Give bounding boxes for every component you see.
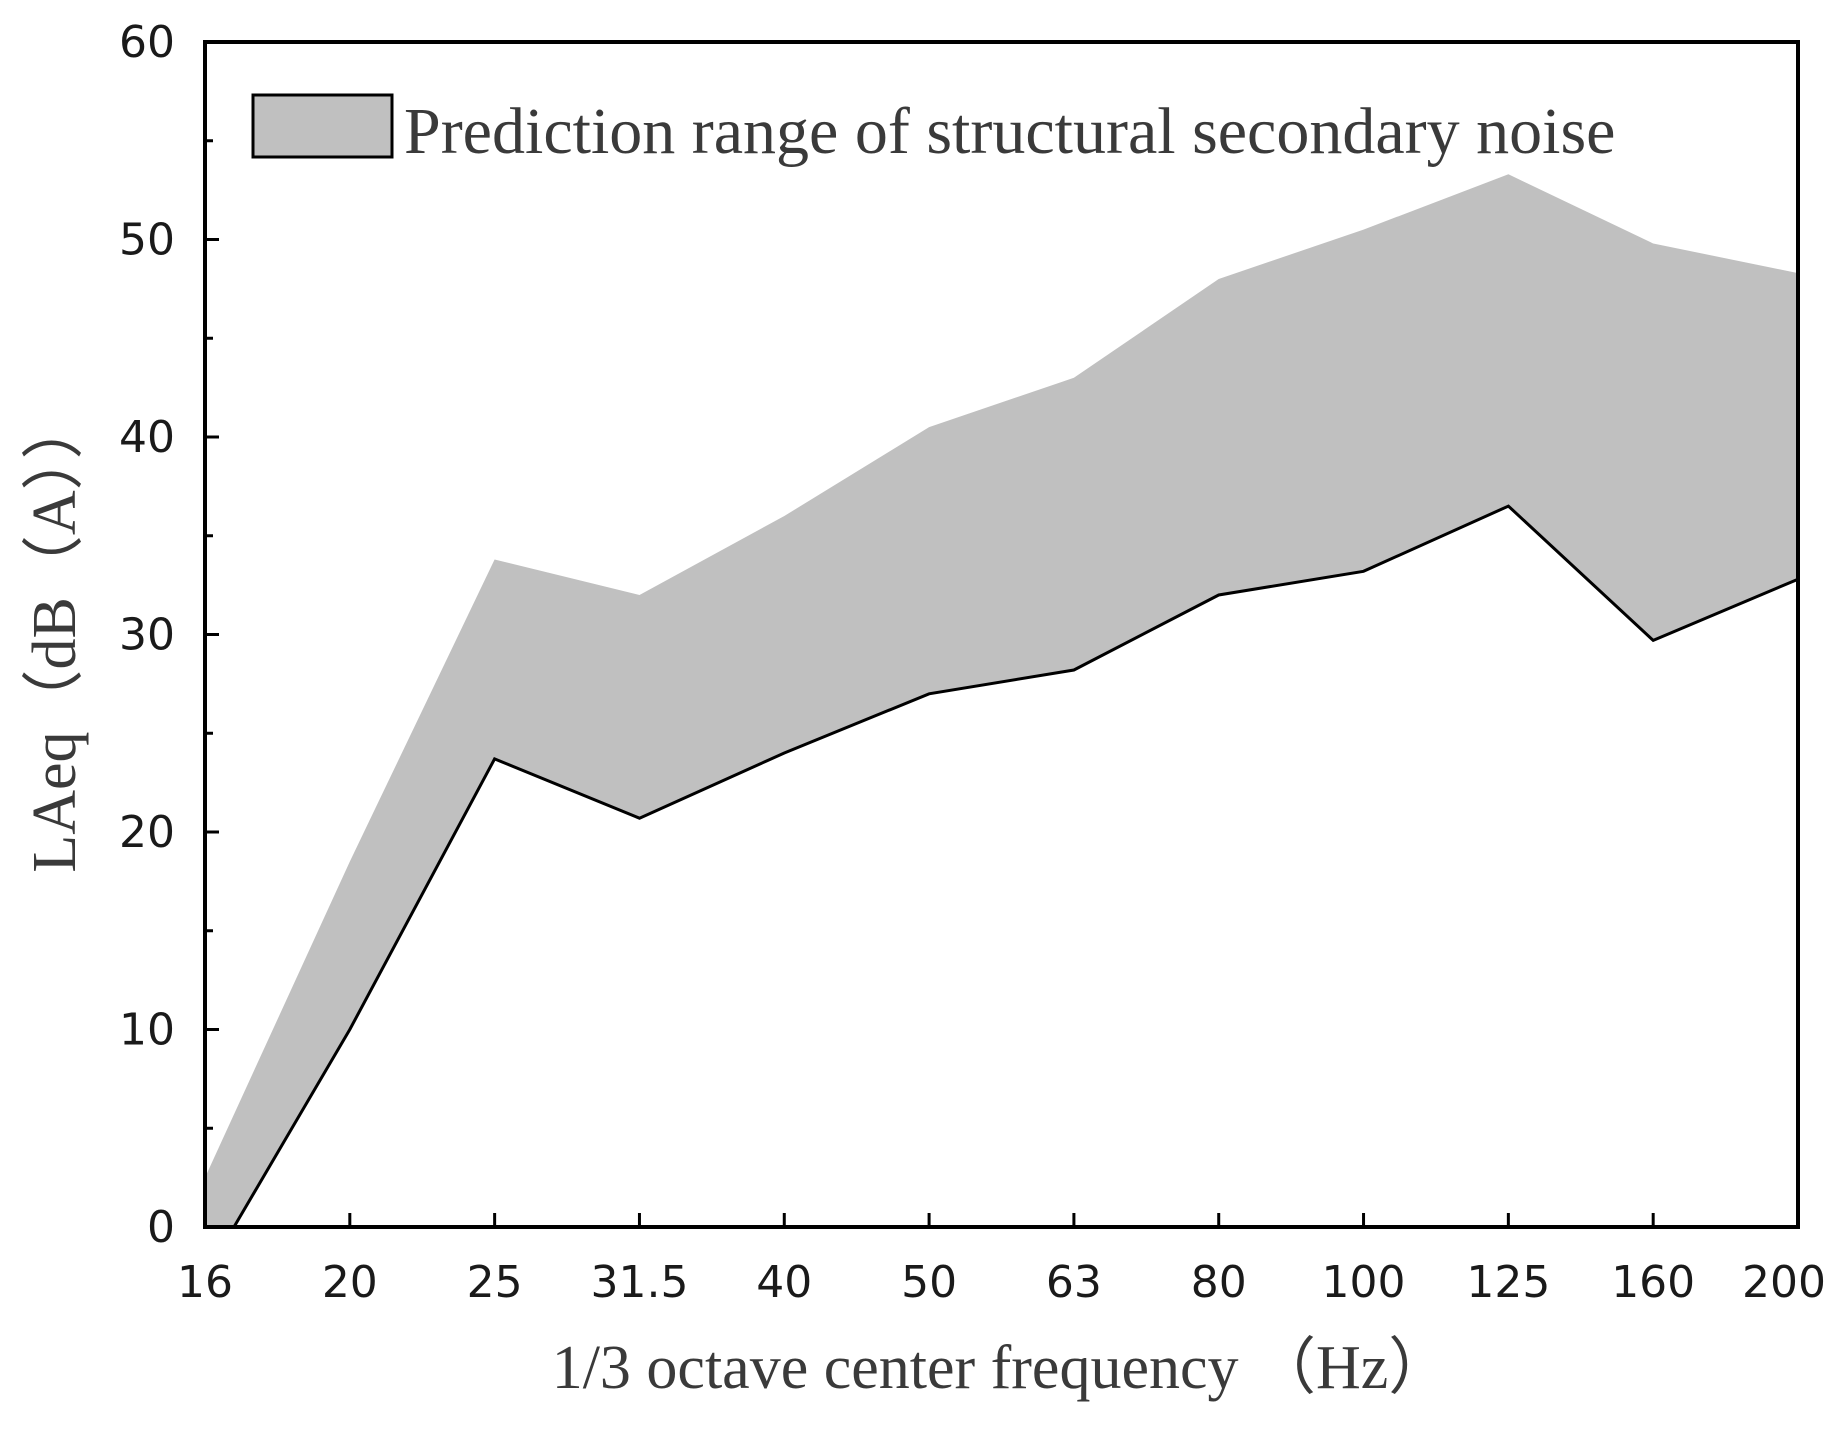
y-tick-label: 60 [119, 17, 175, 68]
x-tick-label: 125 [1466, 1257, 1550, 1308]
x-axis-title: 1/3 octave center frequency （Hz） [552, 1334, 1451, 1402]
y-tick-label: 30 [119, 610, 175, 661]
legend-swatch [251, 93, 394, 159]
y-tick-label: 10 [119, 1005, 175, 1056]
y-tick-label: 40 [119, 412, 175, 463]
y-tick-label: 20 [119, 807, 175, 858]
y-tick-label: 0 [147, 1202, 175, 1253]
x-tick-label: 80 [1191, 1257, 1247, 1308]
x-tick-label: 16 [177, 1257, 233, 1308]
range-band [205, 174, 1798, 1227]
legend-label: Prediction range of structural secondary… [404, 95, 1615, 168]
legend: Prediction range of structural secondary… [251, 93, 1615, 168]
x-tick-label: 160 [1611, 1257, 1695, 1308]
x-tick-label: 100 [1322, 1257, 1406, 1308]
prediction-range-band [205, 174, 1798, 1227]
x-tick-label: 25 [467, 1257, 523, 1308]
x-tick-label: 50 [901, 1257, 957, 1308]
y-tick-label: 50 [119, 215, 175, 266]
x-axis: 16 20 25 31.5 40 50 63 80 100 125 160 200 [177, 1213, 1826, 1308]
x-tick-label: 20 [322, 1257, 378, 1308]
x-tick-label: 40 [756, 1257, 812, 1308]
y-axis: 0 10 20 30 40 50 60 [119, 17, 219, 1253]
lower-bound-line [232, 504, 1798, 1227]
y-axis-title: LAeq（dB（A）） [21, 397, 89, 872]
x-tick-label: 31.5 [590, 1257, 688, 1308]
x-tick-label: 200 [1742, 1257, 1826, 1308]
x-tick-label: 63 [1046, 1257, 1102, 1308]
